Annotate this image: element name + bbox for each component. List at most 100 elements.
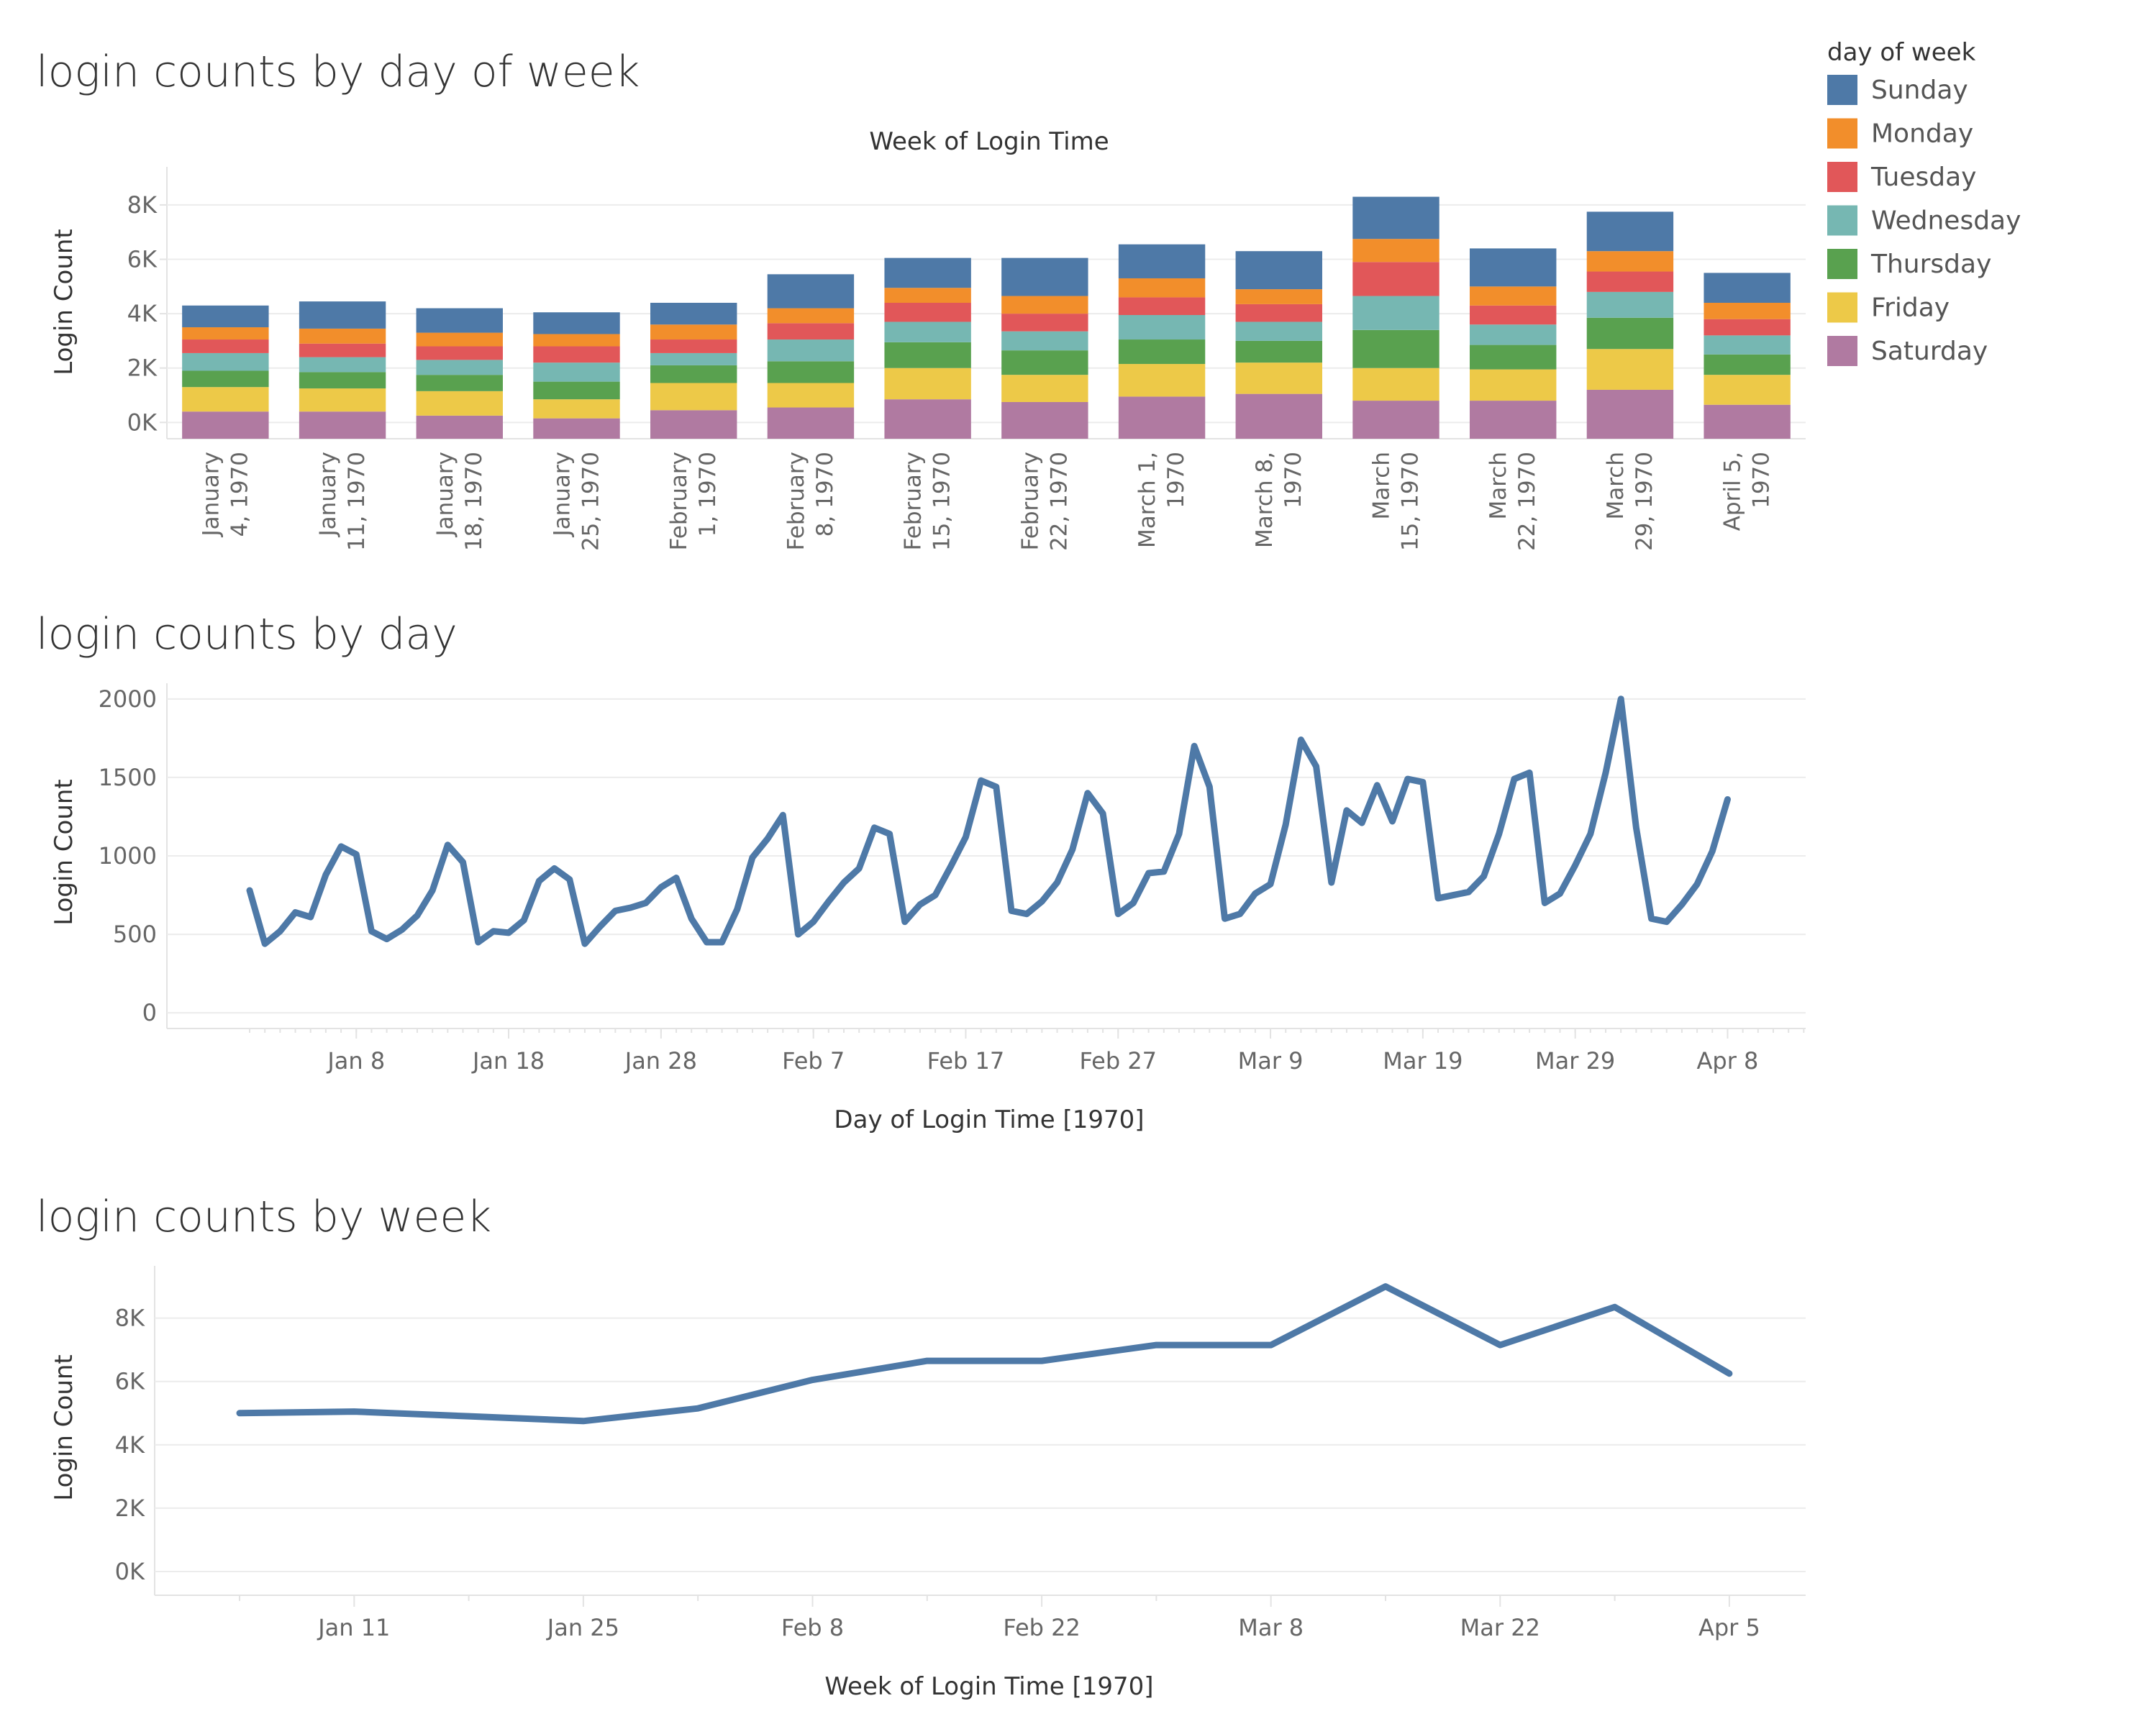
x-tick-label-group: February 15, 1970 xyxy=(901,452,955,551)
chart-title-by-day: login counts by day xyxy=(36,609,458,660)
bar-segment xyxy=(884,321,971,342)
y-tick-label: 500 xyxy=(113,921,157,948)
bar-segment xyxy=(182,352,269,371)
bar-segment xyxy=(1352,329,1439,368)
x-tick-label: January xyxy=(315,452,341,538)
bar-segment xyxy=(1118,297,1206,316)
bar-segment xyxy=(1586,211,1674,252)
bar-segment xyxy=(1704,354,1791,375)
x-tick-label-group: March 1, 1970 xyxy=(1134,452,1189,548)
bar-segment xyxy=(1352,368,1439,401)
bar-segment xyxy=(533,334,620,347)
x-tick-label-group: March 15, 1970 xyxy=(1369,452,1424,551)
bar-segment xyxy=(767,339,855,362)
bar-segment xyxy=(416,391,503,416)
bar-segment xyxy=(767,323,855,340)
bar-segment xyxy=(1118,278,1206,298)
bar-segment xyxy=(416,360,503,375)
bar-segment xyxy=(767,407,855,439)
y-tick-label: 0 xyxy=(142,999,157,1026)
bar-segment xyxy=(1235,289,1322,304)
weekly-stacked-bar-chart: login counts by day of week Week of Logi… xyxy=(36,47,1806,551)
bar-segment xyxy=(767,361,855,383)
x-tick-label: 4, 1970 xyxy=(227,452,253,537)
legend-swatch xyxy=(1827,249,1857,279)
bar-segment xyxy=(1704,404,1791,439)
x-tick-label: Jan 18 xyxy=(471,1047,545,1075)
bar-segment xyxy=(1352,401,1439,439)
x-tick-label: February xyxy=(1017,452,1043,550)
x-tick-label: February xyxy=(901,452,927,550)
bar-segment xyxy=(182,305,269,328)
x-tick-label: Mar 22 xyxy=(1460,1614,1540,1641)
bar-segment xyxy=(767,308,855,324)
bar-segment xyxy=(1001,296,1088,314)
bar-segment xyxy=(533,362,620,382)
bar-segment xyxy=(1235,393,1322,439)
legend-day-of-week: day of week Sunday Monday Tuesday Wednesday… xyxy=(1827,38,2021,366)
x-tick-label: March 1, xyxy=(1134,452,1160,548)
y-axis-title-login-count: Login Count xyxy=(50,1354,78,1501)
bar-segment xyxy=(299,388,386,412)
bar-segment xyxy=(299,372,386,389)
bar-segment xyxy=(1704,273,1791,303)
bar-segment xyxy=(1001,331,1088,351)
x-tick-label: 25, 1970 xyxy=(578,452,604,551)
bar-segment xyxy=(1470,401,1557,439)
bar-segment xyxy=(650,383,737,411)
bar-segment xyxy=(884,342,971,368)
y-tick-label: 2000 xyxy=(99,685,157,713)
x-tick-label: March xyxy=(1486,452,1511,520)
bar-segment xyxy=(650,339,737,353)
bar-segment xyxy=(1586,271,1674,292)
legend-swatch xyxy=(1827,162,1857,192)
x-tick-label: Feb 8 xyxy=(781,1614,844,1641)
x-tick-label: 22, 1970 xyxy=(1514,452,1540,551)
y-tick-label: 6K xyxy=(115,1368,145,1395)
bar-segment xyxy=(1704,303,1791,319)
y-tick-label: 1500 xyxy=(99,764,157,791)
y-tick-label: 6K xyxy=(127,246,158,273)
bar-segment xyxy=(299,328,386,344)
x-tick-label: Mar 19 xyxy=(1383,1047,1463,1075)
bar-segment xyxy=(1470,324,1557,345)
x-tick-label: January xyxy=(432,452,458,538)
bar-segment xyxy=(1001,314,1088,332)
bar-segment xyxy=(1470,369,1557,401)
bar-segment xyxy=(1586,349,1674,390)
chart-title-day-of-week: login counts by day of week xyxy=(36,47,640,97)
y-tick-label: 8K xyxy=(115,1305,145,1332)
x-axis-title-week-1970: Week of Login Time [1970] xyxy=(824,1672,1153,1701)
y-tick-label: 4K xyxy=(127,300,158,327)
bar-segment xyxy=(884,399,971,439)
x-tick-label: Jan 11 xyxy=(317,1614,390,1641)
x-tick-label-group: January 25, 1970 xyxy=(550,452,604,551)
bar-segment xyxy=(1586,251,1674,272)
x-tick-label: 1, 1970 xyxy=(695,452,721,537)
x-tick-label: February xyxy=(666,452,692,550)
bar-segment xyxy=(1001,350,1088,375)
bar-segment xyxy=(1001,375,1088,402)
bar-segment xyxy=(416,308,503,333)
y-tick-label: 0K xyxy=(127,409,158,436)
bar-segment xyxy=(1001,257,1088,296)
y-tick-label: 2K xyxy=(115,1495,145,1522)
x-tick-label: Mar 8 xyxy=(1238,1614,1304,1641)
bar-segment xyxy=(650,303,737,325)
y-tick-label: 1000 xyxy=(99,842,157,870)
bar-segment xyxy=(1352,262,1439,296)
x-tick-label: Feb 22 xyxy=(1003,1614,1081,1641)
x-tick-label: Jan 8 xyxy=(326,1047,385,1075)
bar-segment xyxy=(416,346,503,360)
x-tick-label: Feb 7 xyxy=(782,1047,845,1075)
bar-segment xyxy=(182,387,269,412)
x-tick-label-group: January 11, 1970 xyxy=(315,452,370,551)
bar-segment xyxy=(533,346,620,363)
y-axis-title-login-count: Login Count xyxy=(50,229,78,375)
x-axis-title-week: Week of Login Time xyxy=(869,127,1109,156)
bar-segment xyxy=(1001,401,1088,439)
legend-swatch xyxy=(1827,205,1857,236)
bar-segment xyxy=(1235,321,1322,341)
bar-segment xyxy=(1235,340,1322,363)
